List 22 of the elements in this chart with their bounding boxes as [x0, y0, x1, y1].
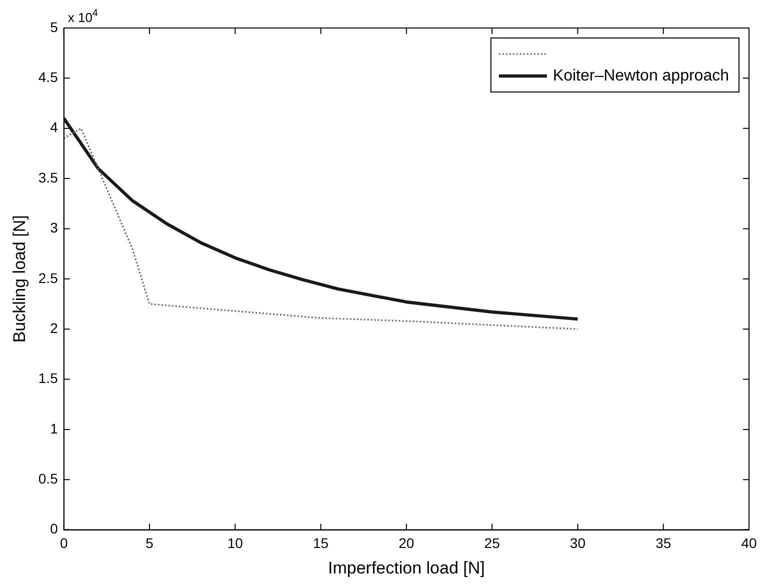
y-tick-label: 2: [50, 320, 58, 336]
y-tick-label: 4: [50, 119, 58, 136]
y-tick-label: 2.5: [38, 270, 58, 286]
y-tick-label: 0: [50, 520, 58, 537]
y-tick-label: 0.5: [38, 470, 58, 486]
y-tick-label: 1.5: [38, 370, 58, 386]
x-tick-label: 5: [146, 535, 154, 552]
x-tick-label: 20: [398, 535, 414, 552]
y-axis-title: Buckling load [N]: [10, 215, 29, 343]
legend-label: Koiter–Newton approach: [552, 67, 729, 84]
y-tick-label: 5: [50, 18, 58, 35]
y-tick-label: 4.5: [38, 69, 58, 86]
x-axis-title: Imperfection load [N]: [328, 558, 485, 578]
x-tick-label: 30: [570, 535, 586, 552]
y-tick-label: 1: [50, 420, 58, 436]
x-tick-label: 40: [741, 535, 757, 552]
x-tick-label: 10: [227, 535, 244, 552]
x-tick-label: 15: [313, 535, 329, 552]
y-tick-label: 3: [50, 220, 58, 236]
y-tick-label: 3.5: [38, 169, 58, 186]
x-tick-label: 35: [656, 535, 672, 552]
x-tick-label: 25: [484, 535, 500, 552]
